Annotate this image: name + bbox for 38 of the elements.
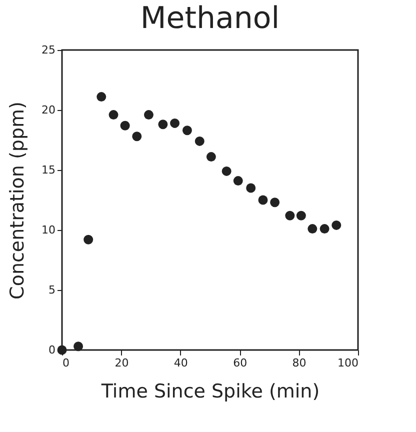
y-tick-label: 0 xyxy=(48,344,56,356)
y-tick-label: 15 xyxy=(42,164,56,176)
point xyxy=(332,220,342,230)
point xyxy=(84,234,94,244)
point xyxy=(206,152,216,162)
point xyxy=(222,166,232,176)
x-tick-label: 20 xyxy=(114,356,129,370)
point xyxy=(132,132,142,142)
y-tick-label: 5 xyxy=(48,284,56,296)
point xyxy=(144,110,154,120)
y-tick-label: 25 xyxy=(42,44,56,56)
point xyxy=(158,120,168,130)
point xyxy=(258,195,268,205)
point xyxy=(233,176,243,186)
point xyxy=(120,120,130,130)
point xyxy=(308,224,318,234)
point xyxy=(57,345,67,355)
point xyxy=(320,224,330,234)
point xyxy=(96,92,106,102)
x-tick-label: 80 xyxy=(292,356,306,370)
x-tick-label: 60 xyxy=(233,356,248,370)
point xyxy=(246,183,256,193)
point xyxy=(296,210,306,220)
x-axis-title: Time Since Spike (min) xyxy=(100,380,320,402)
chart-title: Methanol xyxy=(140,1,280,36)
y-tick-label: 20 xyxy=(42,104,56,116)
x-tick-label: 100 xyxy=(338,356,358,370)
x-tick-label: 0 xyxy=(62,356,70,370)
point xyxy=(270,198,280,208)
point xyxy=(170,118,180,128)
x-tick-label: 40 xyxy=(174,356,188,370)
y-tick-label: 10 xyxy=(42,224,56,236)
point xyxy=(285,210,295,220)
y-axis-title: Concentration (ppm) xyxy=(6,102,29,300)
point xyxy=(194,136,204,146)
point xyxy=(108,110,118,120)
point xyxy=(74,342,84,352)
point xyxy=(182,126,192,136)
